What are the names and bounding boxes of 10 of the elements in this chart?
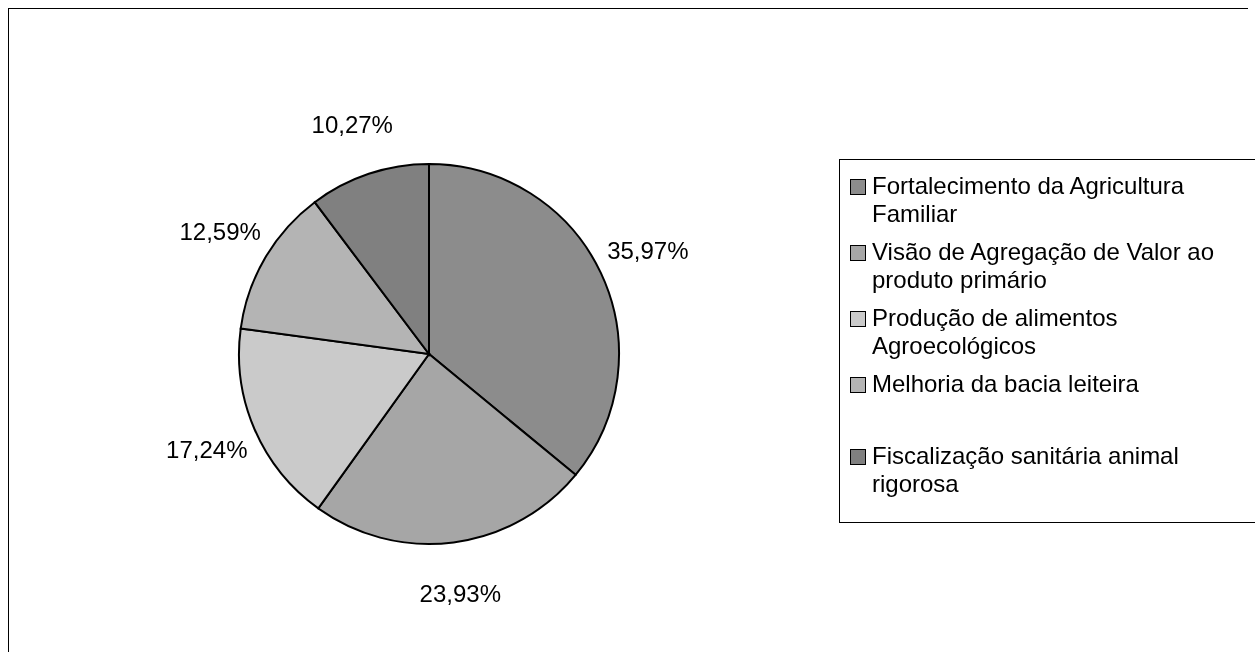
data-label: 10,27% [311,110,393,138]
legend-label: Fiscalização sanitária animal rigorosa [872,442,1180,498]
data-label: 12,59% [179,218,261,246]
legend-label: Melhoria da bacia leiteira [872,370,1140,398]
legend-label: Produção de alimentos Agroecológicos [872,304,1119,360]
data-label: 23,93% [419,580,502,608]
legend-label: Fortalecimento da Agricultura Familiar [872,172,1186,228]
data-label: 17,24% [166,436,248,464]
data-label: 35,97% [607,237,689,265]
legend-label: Visão de Agregação de Valor ao produto primário [872,238,1216,294]
